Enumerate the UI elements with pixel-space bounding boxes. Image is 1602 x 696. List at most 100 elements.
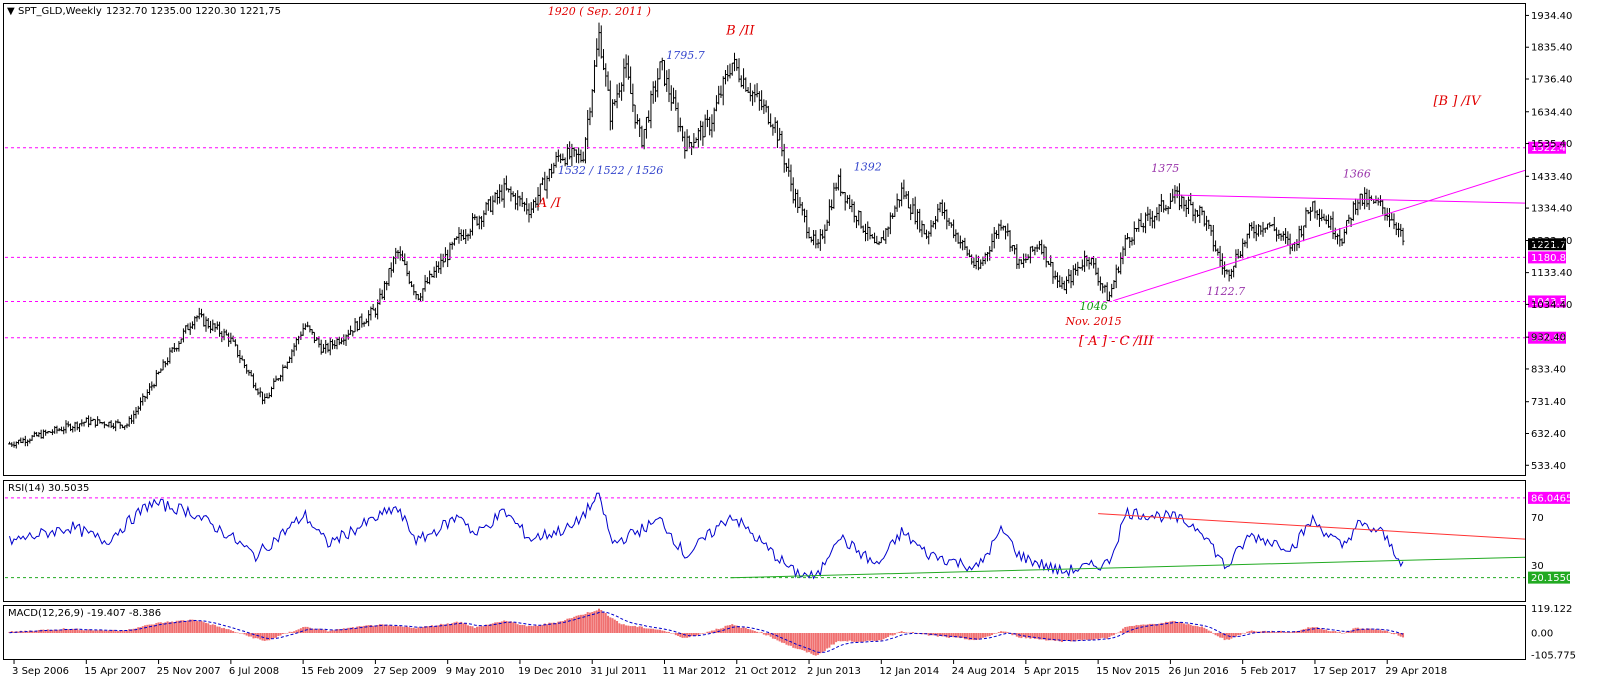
price-bar [1128, 237, 1132, 249]
price-bar [186, 323, 190, 331]
price-bar [292, 343, 296, 357]
macd-hist-bar [948, 633, 951, 638]
macd-hist-bar [112, 629, 115, 633]
price-bar [333, 340, 337, 349]
macd-hist-bar [1054, 633, 1057, 641]
price-bar [498, 184, 502, 204]
macd-hist-bar [153, 624, 156, 633]
price-bar [970, 254, 974, 265]
macd-hist-bar [679, 633, 682, 638]
price-bar [678, 117, 682, 132]
macd-hist-bar [1171, 620, 1174, 633]
macd-hist-bar [1033, 633, 1036, 639]
macd-hist-bar [645, 628, 648, 633]
macd-hist-bar [403, 626, 406, 633]
macd-hist-bar [753, 630, 756, 633]
macd-hist-bar [428, 626, 431, 633]
time-axis: 3 Sep 2006 15 Apr 2007 25 Nov 2007 6 Jul 20… [12, 660, 1447, 677]
price-bar [1182, 196, 1186, 212]
price-bar [1207, 219, 1211, 230]
price-bar [326, 342, 330, 353]
macd-hist-bar [952, 633, 955, 638]
macd-hist-bar [534, 625, 537, 633]
macd-hist-bar [988, 633, 991, 637]
price-bar [423, 274, 427, 292]
macd-hist-bar [259, 633, 262, 640]
macd-hist-bar [469, 626, 472, 633]
macd-hist-bar [658, 629, 661, 633]
macd-hist-bar [814, 633, 817, 656]
price-tick-label: 1034.40 [1531, 300, 1572, 311]
macd-hist-bar [467, 625, 470, 633]
price-bar [527, 203, 531, 223]
macd-hist-bar [22, 631, 25, 633]
price-bar [75, 421, 79, 431]
trend-line[interactable] [1113, 169, 1526, 302]
macd-hist-bar [1219, 633, 1222, 638]
macd-hist-bar [1250, 630, 1253, 633]
macd-hist-bar [968, 633, 971, 641]
macd-hist-bar [1162, 623, 1165, 633]
macd-hist-bar [205, 622, 208, 633]
price-bar [807, 227, 811, 239]
macd-tick-label: 119.122 [1531, 604, 1572, 615]
price-bar [1327, 214, 1331, 228]
price-bar [1069, 270, 1073, 289]
price-bar [1252, 220, 1256, 239]
macd-hist-bar [489, 623, 492, 633]
macd-hist-bar [33, 631, 36, 633]
wave-label: 1046 [1080, 300, 1108, 313]
macd-hist-bar [756, 631, 759, 633]
wave-annotations: 1920 ( Sep. 2011 ) B /II 1795.7 1532 / 1522… [537, 5, 1482, 349]
price-bar [132, 410, 136, 424]
price-bar [414, 291, 418, 300]
macd-hist-bar [512, 622, 515, 633]
price-bar [787, 158, 791, 177]
price-bar [685, 129, 689, 152]
wave-label: 1392 [854, 161, 882, 174]
macd-hist-bar [1386, 630, 1389, 633]
macd-hist-bar [728, 625, 731, 633]
price-bar [789, 164, 793, 192]
macd-hist-bar [1345, 631, 1348, 633]
macd-hist-bar [1304, 628, 1307, 633]
macd-hist-bar [1140, 624, 1143, 633]
macd-hist-bar [74, 628, 77, 633]
price-bar [911, 198, 915, 215]
macd-hist-bar [525, 626, 528, 633]
price-bar [617, 82, 621, 98]
macd-hist-bar [1241, 632, 1244, 634]
macd-hist-bar [387, 625, 390, 633]
price-bar [421, 288, 425, 302]
macd-hist-bar [354, 628, 357, 633]
level-tag [1528, 141, 1566, 154]
macd-hist-bar [686, 633, 689, 638]
macd-hist-bar [26, 631, 29, 633]
macd-hist-bar [412, 627, 415, 633]
macd-hist-bar [532, 626, 535, 633]
price-bar [766, 105, 770, 125]
macd-hist-bar [509, 621, 512, 633]
price-bar [148, 383, 152, 395]
macd-hist-bar [85, 630, 88, 633]
macd-hist-bar [778, 633, 781, 642]
rsi-resistance-line[interactable] [1098, 513, 1526, 540]
macd-hist-bar [1022, 633, 1025, 637]
price-bar [547, 168, 551, 182]
price-bar [1254, 224, 1258, 242]
price-bar [796, 189, 800, 213]
collapse-arrow-icon[interactable]: ▼ [7, 6, 15, 17]
time-tick-label: 11 Mar 2012 [662, 666, 725, 677]
price-bar [931, 220, 935, 228]
macd-hist-bar [69, 629, 72, 633]
price-bar [757, 91, 761, 111]
price-bar [1331, 211, 1335, 240]
price-bar [922, 224, 926, 235]
price-bar [480, 215, 484, 230]
price-bar [1311, 201, 1315, 212]
macd-hist-bar [49, 630, 52, 633]
rsi-support-line[interactable] [730, 556, 1526, 579]
macd-hist-bar [216, 626, 219, 633]
trend-line[interactable] [1173, 194, 1526, 204]
price-bar [1110, 283, 1114, 298]
